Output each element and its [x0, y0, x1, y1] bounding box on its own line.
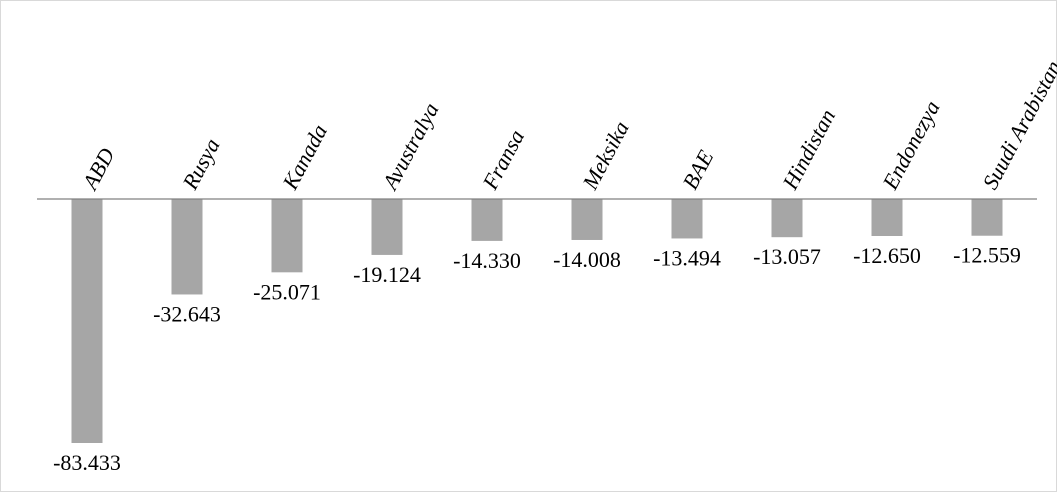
value-label: -14.008	[553, 247, 621, 272]
value-label: -32.643	[153, 301, 221, 326]
value-label: -14.330	[453, 248, 521, 273]
category-label: Rusya	[177, 134, 225, 194]
category-label: Avustralya	[376, 99, 443, 196]
bar-fransa	[471, 199, 503, 241]
category-labels: ABD Rusya Kanada Avustralya Fransa Meksika BAE…	[76, 56, 1057, 195]
category-label: Hindistan	[777, 105, 840, 194]
category-label: Endonezya	[877, 96, 945, 194]
value-label: -19.124	[353, 262, 421, 287]
bars-layer	[71, 199, 1003, 443]
bar-bae	[671, 199, 703, 239]
value-label: -13.057	[753, 244, 821, 269]
bar-abd	[71, 199, 103, 443]
bar-meksika	[571, 199, 603, 240]
category-label: BAE	[677, 146, 718, 194]
category-label: Kanada	[277, 120, 332, 194]
value-label: -12.559	[953, 243, 1021, 268]
category-label: Meksika	[577, 117, 634, 194]
bar-hindistan	[771, 199, 803, 238]
category-label: Fransa	[477, 125, 529, 194]
value-label: -12.650	[853, 243, 921, 268]
value-label: -13.494	[653, 245, 721, 270]
bar-endonezya	[871, 199, 903, 236]
category-label: ABD	[76, 144, 119, 195]
category-label: Suudi Arabistan	[977, 56, 1057, 193]
bar-kanada	[271, 199, 303, 273]
bar-avustralya	[371, 199, 403, 255]
value-label: -25.071	[253, 279, 321, 304]
bar-suudi-arabistan	[971, 199, 1003, 236]
value-labels: -83.433 -32.643 -25.071 -19.124 -14.330 -14.0…	[53, 243, 1021, 475]
bar-rusya	[171, 199, 203, 295]
value-label: -83.433	[53, 450, 121, 475]
